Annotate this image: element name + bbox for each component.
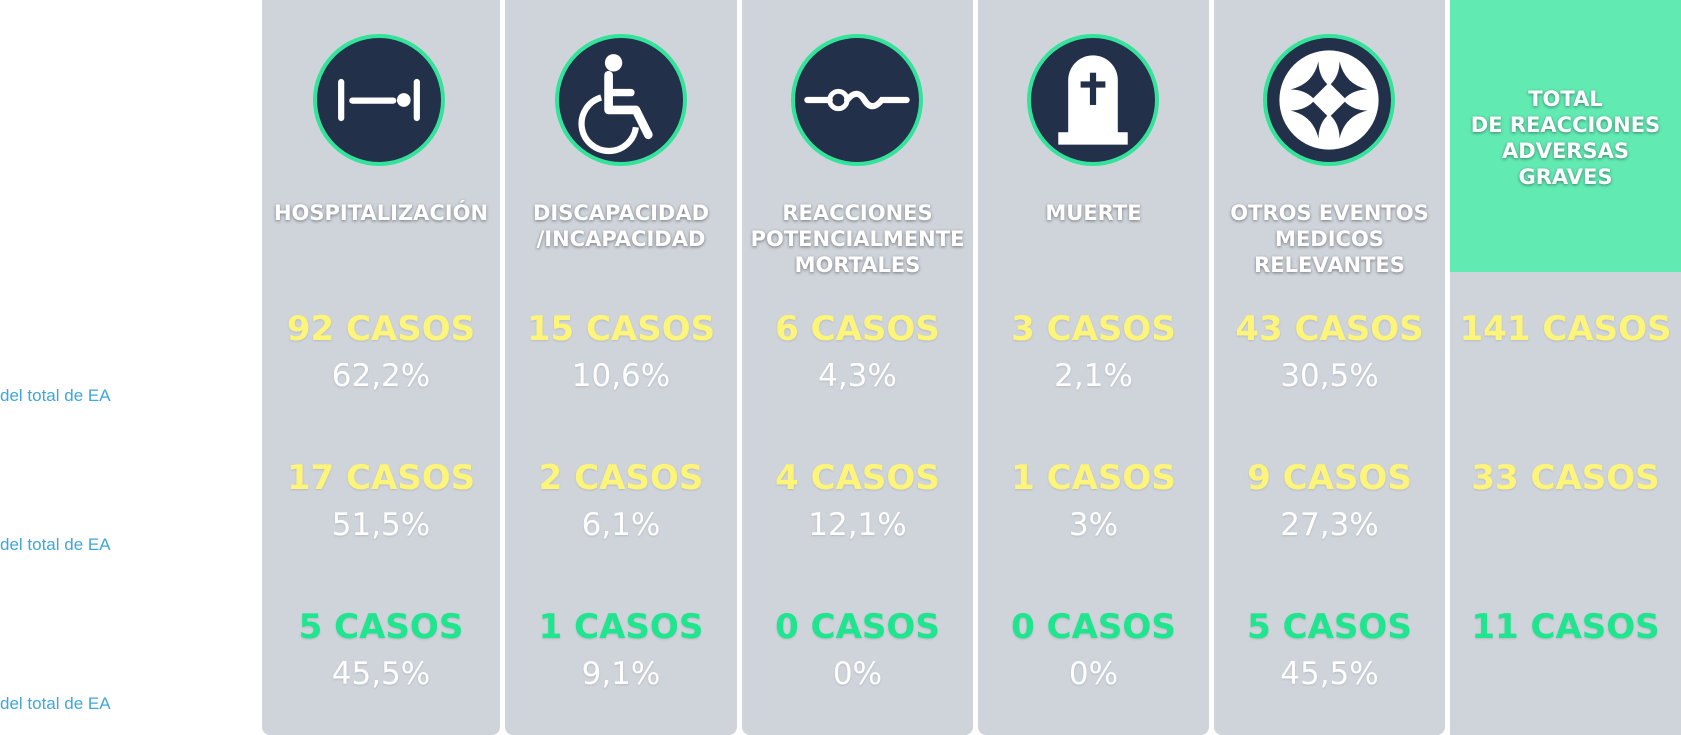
cases-value: 9 CASOS — [1247, 458, 1412, 498]
cases-value: 5 CASOS — [1247, 607, 1412, 647]
percentage-value: 62,2% — [331, 358, 431, 394]
cases-value: 1 CASOS — [1011, 458, 1176, 498]
cases-value: 17 CASOS — [286, 458, 476, 498]
total-cases-value: 141 CASOS — [1459, 309, 1672, 349]
percentage-value: 4,3% — [818, 358, 897, 394]
column-title: HOSPITALIZACIÓN — [273, 201, 489, 225]
percentage-value: 10,6% — [571, 358, 671, 394]
row-label-1: del total de EA — [0, 386, 111, 405]
cases-value: 4 CASOS — [775, 458, 940, 498]
column-title: MUERTE — [1045, 201, 1142, 225]
percentage-value: 51,5% — [331, 507, 431, 543]
percentage-value: 0% — [1068, 656, 1119, 692]
column-total: TOTAL DE REACCIONES ADVERSAS GRAVES 141 … — [1450, 0, 1681, 735]
percentage-value: 9,1% — [581, 656, 661, 692]
medical-cross-icon — [1263, 34, 1395, 166]
percentage-value: 0% — [832, 656, 883, 692]
column-title: OTROS EVENTOS MEDICOS RELEVANTES — [1230, 201, 1429, 277]
cases-value: 0 CASOS — [1011, 607, 1176, 647]
percentage-value: 3% — [1068, 507, 1119, 543]
cases-value: 3 CASOS — [1011, 309, 1176, 349]
percentage-value: 30,5% — [1280, 358, 1379, 394]
percentage-value: 12,1% — [808, 507, 907, 543]
total-cases-value: 11 CASOS — [1471, 607, 1660, 647]
percentage-value: 27,3% — [1280, 507, 1379, 543]
percentage-value: 45,5% — [1280, 656, 1379, 692]
total-cases-value: 33 CASOS — [1471, 458, 1660, 498]
total-header: TOTAL DE REACCIONES ADVERSAS GRAVES — [1450, 0, 1681, 272]
cases-value: 6 CASOS — [775, 309, 940, 349]
total-title: TOTAL DE REACCIONES ADVERSAS GRAVES — [1470, 87, 1661, 189]
cases-value: 1 CASOS — [538, 607, 704, 647]
tombstone-icon — [1027, 34, 1159, 166]
cases-value: 5 CASOS — [298, 607, 464, 647]
cases-value: 43 CASOS — [1235, 309, 1424, 349]
cases-value: 15 CASOS — [526, 309, 716, 349]
percentage-value: 6,1% — [581, 507, 661, 543]
column-hospitalizacion: HOSPITALIZACIÓN 92 CASOS 62,2% 17 CASOS … — [262, 0, 500, 735]
column-reacciones-mortales: REACCIONES POTENCIALMENTE MORTALES 6 CAS… — [742, 0, 973, 735]
column-discapacidad: DISCAPACIDAD /INCAPACIDAD 15 CASOS 10,6%… — [505, 0, 737, 735]
wheelchair-icon — [555, 34, 687, 166]
row-label-3: del total de EA — [0, 694, 111, 713]
percentage-value: 2,1% — [1054, 358, 1133, 394]
heartbeat-line-icon — [791, 34, 923, 166]
column-otros-eventos: OTROS EVENTOS MEDICOS RELEVANTES 43 CASO… — [1214, 0, 1445, 735]
hospital-bed-icon — [313, 34, 445, 166]
cases-value: 2 CASOS — [538, 458, 704, 498]
percentage-value: 45,5% — [331, 656, 431, 692]
row-label-2: del total de EA — [0, 535, 111, 554]
cases-value: 0 CASOS — [775, 607, 940, 647]
cases-value: 92 CASOS — [286, 309, 476, 349]
column-title: DISCAPACIDAD /INCAPACIDAD — [532, 201, 710, 251]
column-title: REACCIONES POTENCIALMENTE MORTALES — [750, 201, 965, 277]
column-muerte: MUERTE 3 CASOS 2,1% 1 CASOS 3% 0 CASOS 0… — [978, 0, 1209, 735]
